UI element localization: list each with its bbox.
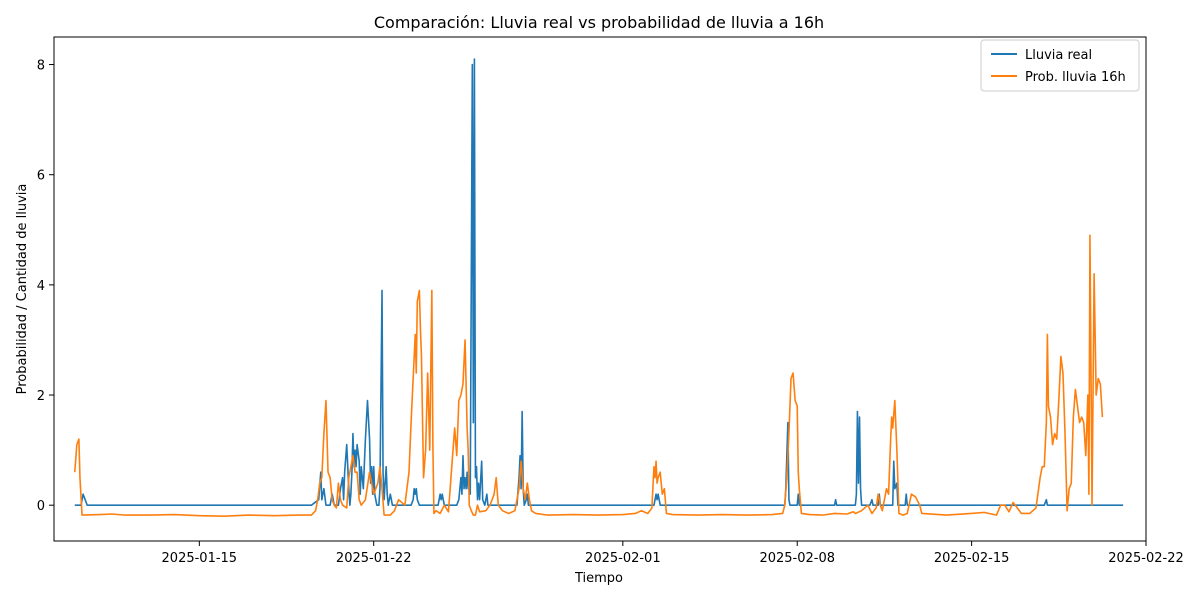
plot-area bbox=[73, 58, 1124, 518]
x-tick-label: 2025-02-01 bbox=[585, 551, 661, 566]
y-tick-label: 8 bbox=[37, 59, 45, 74]
y-tick-label: 2 bbox=[37, 389, 45, 404]
x-axis-label: Tiempo bbox=[574, 571, 623, 586]
x-tick-label: 2025-01-15 bbox=[162, 551, 238, 566]
y-axis: 0 2 4 6 8 bbox=[37, 59, 54, 514]
legend-box bbox=[980, 39, 1140, 92]
x-tick-label: 2025-02-08 bbox=[759, 551, 835, 566]
x-tick-label: 2025-02-22 bbox=[1108, 551, 1184, 566]
y-axis-label: Probabilidad / Cantidad de lluvia bbox=[15, 184, 30, 395]
legend-label-prob-lluvia: Prob. lluvia 16h bbox=[1025, 70, 1126, 85]
legend-label-lluvia-real: Lluvia real bbox=[1025, 48, 1092, 63]
y-tick-label: 6 bbox=[37, 169, 45, 184]
y-tick-label: 0 bbox=[37, 499, 45, 514]
plot-frame bbox=[53, 36, 1147, 542]
chart-title: Comparación: Lluvia real vs probabilidad… bbox=[374, 13, 824, 32]
x-axis: 2025-01-15 2025-01-22 2025-02-01 2025-02-08… bbox=[162, 541, 1184, 566]
series-line-1 bbox=[73, 234, 1104, 518]
x-tick-label: 2025-02-15 bbox=[934, 551, 1010, 566]
x-tick-label: 2025-01-22 bbox=[336, 551, 412, 566]
legend: Lluvia real Prob. lluvia 16h bbox=[980, 39, 1140, 92]
y-tick-label: 4 bbox=[37, 279, 45, 294]
